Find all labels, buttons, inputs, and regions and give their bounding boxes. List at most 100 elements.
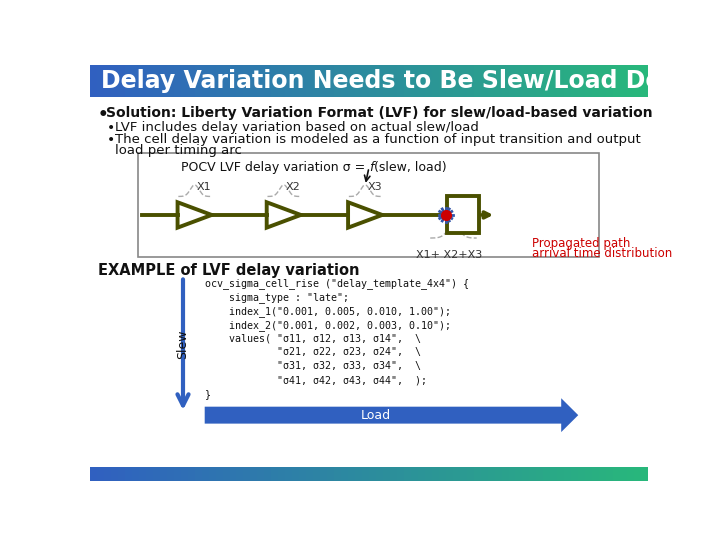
Bar	[222, 65, 230, 97]
Bar	[243, 467, 251, 481]
Bar	[279, 65, 286, 97]
Text: •: •	[98, 106, 109, 124]
Bar	[383, 467, 391, 481]
Bar	[215, 467, 223, 481]
Bar	[446, 65, 454, 97]
Bar	[564, 65, 572, 97]
Bar	[362, 467, 370, 481]
Text: Load: Load	[361, 409, 391, 422]
Bar	[111, 467, 119, 481]
Bar	[97, 65, 104, 97]
Bar	[341, 65, 349, 97]
Bar	[145, 467, 153, 481]
Bar	[153, 467, 161, 481]
Bar	[320, 467, 328, 481]
Bar	[132, 65, 140, 97]
Bar	[606, 65, 614, 97]
Text: load per timing arc: load per timing arc	[114, 144, 242, 157]
Bar	[474, 467, 482, 481]
Bar	[334, 65, 342, 97]
Bar	[188, 467, 195, 481]
Bar	[369, 65, 377, 97]
Bar	[453, 467, 461, 481]
Bar	[516, 467, 523, 481]
Bar	[327, 65, 335, 97]
Bar	[523, 467, 530, 481]
Bar	[285, 65, 293, 97]
Bar	[397, 467, 405, 481]
Text: X2: X2	[286, 182, 301, 192]
Bar	[194, 467, 202, 481]
Bar	[188, 65, 195, 97]
Bar	[251, 65, 258, 97]
Text: Delay Variation Needs to Be Slew/Load Dependent: Delay Variation Needs to Be Slew/Load De…	[101, 69, 720, 93]
Bar	[404, 65, 412, 97]
Bar	[292, 467, 300, 481]
Bar	[362, 65, 370, 97]
Bar	[264, 65, 272, 97]
Bar	[160, 65, 168, 97]
Bar	[620, 467, 628, 481]
Bar	[550, 467, 558, 481]
Text: Propagated path: Propagated path	[532, 237, 630, 249]
Bar	[620, 65, 628, 97]
Bar	[230, 65, 238, 97]
Bar	[425, 65, 433, 97]
Bar	[571, 467, 579, 481]
Text: values( "σ11, σ12, σ13, σ14",  \: values( "σ11, σ12, σ13, σ14", \	[204, 334, 420, 343]
Text: "σ41, σ42, σ43, σ44",  );: "σ41, σ42, σ43, σ44", );	[204, 375, 427, 385]
Bar	[613, 65, 621, 97]
Bar	[194, 65, 202, 97]
Text: X3: X3	[367, 182, 382, 192]
Text: •: •	[107, 133, 115, 147]
Text: ocv_sigma_cell_rise ("delay_template_4x4") {: ocv_sigma_cell_rise ("delay_template_4x4…	[204, 278, 469, 289]
Text: arrival time distribution: arrival time distribution	[532, 247, 672, 260]
Bar	[578, 65, 586, 97]
Bar	[432, 65, 439, 97]
Bar	[627, 65, 635, 97]
Bar	[459, 467, 467, 481]
Bar	[313, 467, 321, 481]
Bar	[369, 467, 377, 481]
Bar	[425, 467, 433, 481]
Text: •: •	[107, 121, 115, 135]
Bar	[529, 65, 537, 97]
Bar	[300, 65, 307, 97]
Bar	[271, 467, 279, 481]
Bar	[536, 65, 544, 97]
Bar	[125, 467, 132, 481]
Text: (slew, load): (slew, load)	[374, 161, 446, 174]
Bar	[153, 65, 161, 97]
Bar	[641, 65, 649, 97]
Bar	[613, 467, 621, 481]
Bar	[138, 153, 599, 257]
Bar	[90, 467, 98, 481]
Bar	[145, 65, 153, 97]
Text: f: f	[369, 161, 374, 174]
Text: LVF includes delay variation based on actual slew/load: LVF includes delay variation based on ac…	[114, 121, 479, 134]
Bar	[167, 467, 174, 481]
Bar	[481, 65, 488, 97]
Bar	[634, 467, 642, 481]
Bar	[557, 65, 565, 97]
Bar	[446, 467, 454, 481]
Bar	[495, 65, 503, 97]
Bar	[557, 467, 565, 481]
Text: "σ31, σ32, σ33, σ34",  \: "σ31, σ32, σ33, σ34", \	[204, 361, 420, 372]
Bar	[564, 467, 572, 481]
Bar	[508, 467, 516, 481]
Bar	[139, 467, 147, 481]
Bar	[418, 467, 426, 481]
Bar	[118, 467, 126, 481]
Bar	[383, 65, 391, 97]
Bar	[397, 65, 405, 97]
Bar	[593, 65, 600, 97]
Bar	[181, 467, 189, 481]
Text: Slew: Slew	[176, 330, 189, 360]
Text: "σ21, σ22, σ23, σ24",  \: "σ21, σ22, σ23, σ24", \	[204, 347, 420, 357]
Bar	[285, 467, 293, 481]
Bar	[418, 65, 426, 97]
Bar	[502, 467, 509, 481]
Bar	[306, 65, 314, 97]
Bar	[627, 467, 635, 481]
